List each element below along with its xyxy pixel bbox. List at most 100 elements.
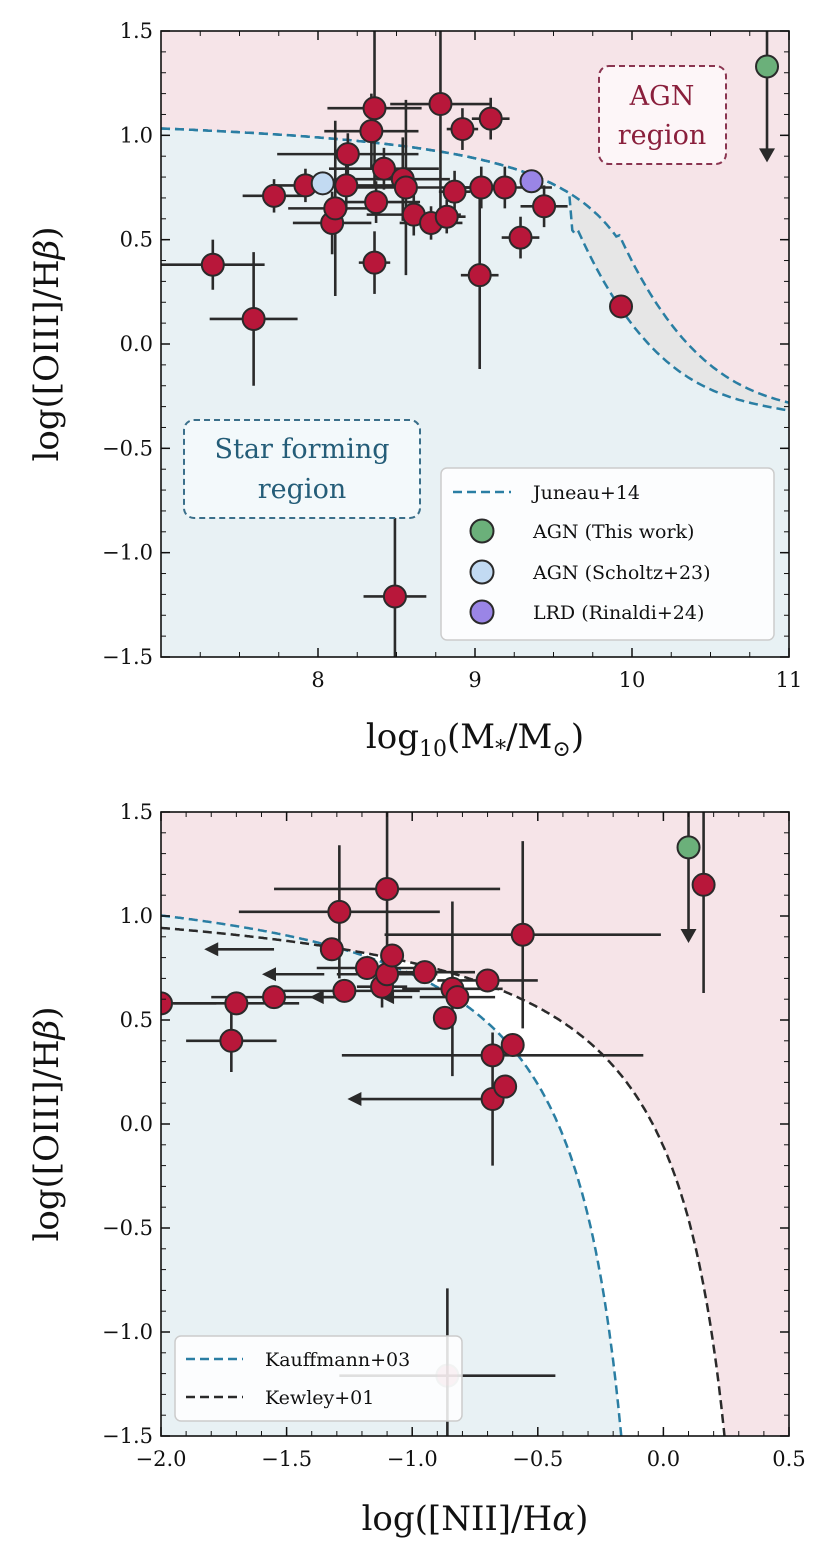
- data-point: [467, 263, 492, 288]
- data-point: [676, 835, 701, 860]
- ytick-label: 0.5: [120, 1008, 153, 1032]
- bottom-panel: −1.5−1.0−0.50.00.51.01.5−2.0 −1.5 −1.0 −0.5…: [27, 800, 806, 1539]
- top-ticks: −1.5 −1.0 −0.5 0.0 0.5 1.0 1.5 8 9 10 11: [102, 19, 802, 692]
- data-point: [442, 179, 467, 204]
- ytick-label: 1.5: [120, 19, 153, 43]
- agn-region-box: [598, 65, 727, 165]
- ytick-label: 0.0: [120, 1112, 153, 1136]
- data-point: [327, 899, 352, 924]
- data-point: [691, 872, 716, 897]
- upper-limit-arrowhead: [680, 928, 697, 943]
- xtick-label: −0.5: [512, 1447, 563, 1471]
- bottom-ticks: −1.5−1.0−0.50.00.51.01.5−2.0 −1.5 −1.0 −0.5…: [102, 800, 806, 1471]
- data-point: [493, 1074, 518, 1099]
- ytick-label: −1.0: [102, 541, 153, 565]
- juneau-lower-curve: [161, 127, 789, 412]
- kauffmann-curve: [161, 914, 623, 1436]
- xtick-label: 8: [311, 668, 324, 692]
- ytick-label: 0.0: [120, 332, 153, 356]
- ytick-label: 1.0: [120, 904, 153, 928]
- xtick-label: 10: [619, 668, 646, 692]
- data-point: [412, 960, 437, 985]
- data-point: [500, 1032, 525, 1057]
- limit-arrowhead: [347, 1092, 362, 1107]
- data-point: [393, 175, 418, 200]
- top-legend: Juneau+14 AGN (This work) AGN (Scholtz+2…: [440, 467, 775, 641]
- agn-region-label-1: AGN: [629, 81, 695, 112]
- data-point: [335, 142, 360, 167]
- data-point: [508, 225, 533, 250]
- legend-agn-this-work-marker: [469, 518, 495, 544]
- data-point: [310, 171, 335, 196]
- limit-arrowhead: [261, 967, 276, 982]
- data-point: [428, 92, 453, 117]
- data-point: [480, 1043, 505, 1068]
- data-point: [382, 584, 407, 609]
- legend-agn-scholtz-marker: [469, 559, 495, 585]
- data-point: [532, 194, 557, 219]
- data-point: [362, 96, 387, 121]
- legend-juneau-label: Juneau+14: [531, 482, 640, 504]
- legend-lrd-label: LRD (Rinaldi+24): [533, 602, 704, 624]
- legend-lrd-marker: [469, 599, 495, 625]
- data-point: [354, 956, 379, 980]
- agn-region-label-2: region: [618, 120, 706, 151]
- data-point: [432, 1005, 457, 1030]
- data-point: [445, 985, 470, 1010]
- data-point: [323, 196, 348, 221]
- data-point: [362, 250, 387, 275]
- data-point: [200, 252, 225, 277]
- xtick-label: −1.0: [387, 1447, 438, 1471]
- data-point: [241, 306, 266, 331]
- ytick-label: −0.5: [102, 436, 153, 460]
- sf-region-label-1: Star forming: [215, 434, 390, 465]
- data-point: [319, 937, 344, 962]
- bottom-ylabel: log([OIII]/Hβ): [27, 1006, 67, 1241]
- xtick-label: 9: [468, 668, 481, 692]
- xtick-label: −2.0: [136, 1447, 187, 1471]
- data-point: [161, 991, 173, 1016]
- data-point: [478, 106, 503, 131]
- ytick-label: 1.0: [120, 123, 153, 147]
- top-panel: −1.5 −1.0 −0.5 0.0 0.5 1.0 1.5 8 9 10 11 AGN regio…: [27, 19, 802, 762]
- data-point: [475, 968, 500, 993]
- ytick-label: −1.5: [102, 645, 153, 669]
- top-points: [200, 54, 780, 609]
- xtick-label: 11: [776, 668, 803, 692]
- data-point: [755, 54, 780, 79]
- bottom-points: [161, 835, 716, 1388]
- data-point: [510, 922, 535, 947]
- data-point: [434, 204, 459, 229]
- sf-region-box: [183, 419, 421, 519]
- top-xlabel: log10(M*/M⊙): [366, 717, 584, 762]
- data-point: [609, 294, 634, 319]
- data-point: [219, 1028, 244, 1053]
- bottom-xlabel: log([NII]/Hα): [362, 1499, 589, 1539]
- data-point: [334, 173, 359, 198]
- xtick-label: 0.5: [772, 1447, 805, 1471]
- upper-limit-arrowhead: [759, 148, 776, 163]
- data-point: [332, 978, 357, 1003]
- xtick-label: −1.5: [261, 1447, 312, 1471]
- data-point: [224, 991, 249, 1016]
- ytick-label: −1.0: [102, 1320, 153, 1344]
- legend-agn-this-work-label: AGN (This work): [532, 521, 694, 543]
- ytick-label: −1.5: [102, 1424, 153, 1448]
- juneau-gap-region: [161, 128, 789, 411]
- sf-region-label-2: region: [258, 474, 346, 505]
- ytick-label: −0.5: [102, 1216, 153, 1240]
- legend-agn-scholtz-label: AGN (Scholtz+23): [532, 562, 711, 584]
- data-point: [375, 876, 400, 901]
- ytick-label: 1.5: [120, 800, 153, 824]
- data-point: [262, 985, 287, 1010]
- limit-arrowhead: [204, 942, 219, 957]
- xtick-label: 0.0: [647, 1447, 680, 1471]
- legend-kewley-label: Kewley+01: [265, 1387, 374, 1409]
- bottom-legend: Kauffmann+03 Kewley+01: [174, 1335, 463, 1422]
- data-point: [359, 119, 384, 144]
- legend-kauffmann-label: Kauffmann+03: [265, 1349, 410, 1371]
- data-point: [450, 117, 475, 142]
- data-point: [469, 175, 494, 200]
- ytick-label: 0.5: [120, 228, 153, 252]
